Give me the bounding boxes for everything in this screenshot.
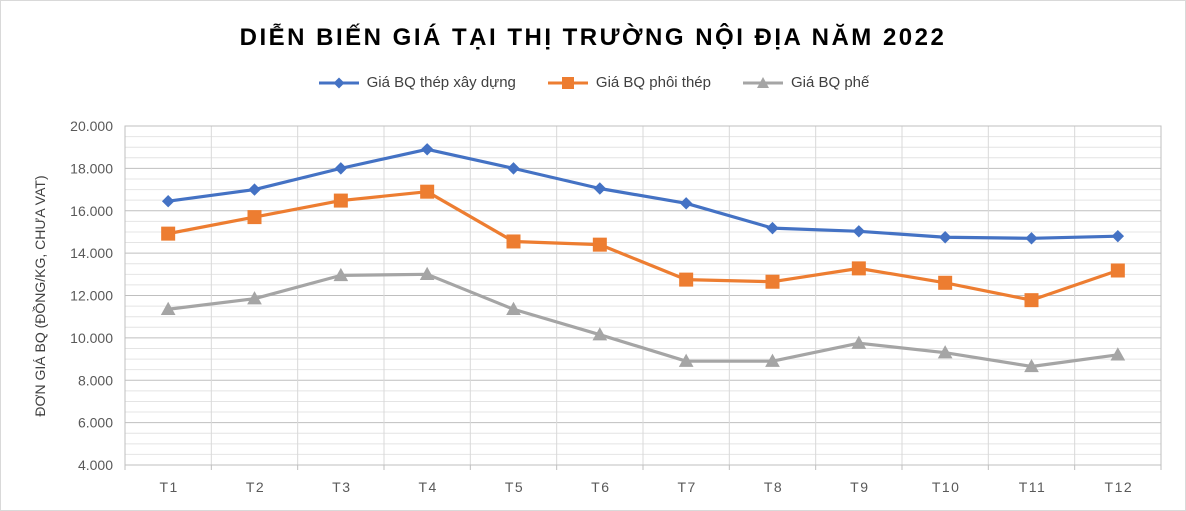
x-tick-label: T6 [591, 479, 610, 495]
data-point-billet [938, 275, 953, 290]
data-point-scrap [419, 266, 435, 281]
data-point-billet [161, 226, 176, 241]
data-point-billet [506, 234, 521, 249]
x-tick-label: T1 [159, 479, 178, 495]
data-point-scrap [160, 301, 176, 315]
data-point-billet [679, 272, 694, 287]
y-tick-label: 8.000 [78, 372, 113, 388]
x-tick-label: T3 [332, 479, 351, 495]
data-point-scrap [851, 335, 867, 349]
x-tick-label: T8 [764, 479, 783, 495]
data-point-steel [420, 143, 434, 156]
data-point-steel [766, 221, 779, 235]
data-point-steel [679, 197, 693, 210]
legend-item-billet: Giá BQ phôi thép [546, 74, 711, 91]
data-point-scrap [1110, 347, 1126, 361]
y-tick-label: 4.000 [78, 457, 113, 473]
x-tick-label: T11 [1019, 479, 1047, 495]
data-point-steel [593, 182, 607, 195]
y-tick-label: 14.000 [70, 245, 113, 261]
legend-swatch-steel [318, 77, 359, 88]
data-point-steel [334, 162, 348, 175]
chart-title: DIỄN BIẾN GIÁ TẠI THỊ TRƯỜNG NỘI ĐỊA NĂM… [239, 24, 947, 51]
data-point-scrap [333, 267, 349, 282]
data-point-billet [247, 210, 262, 225]
data-point-billet [420, 184, 435, 199]
x-tick-label: T12 [1105, 479, 1134, 495]
data-point-scrap [592, 327, 608, 341]
data-point-billet [592, 237, 607, 252]
series-line-scrap [166, 272, 1120, 369]
legend-swatch-billet [547, 76, 588, 89]
y-tick-label: 6.000 [78, 415, 113, 431]
x-tick-label: T5 [505, 479, 524, 495]
data-point-steel [161, 195, 175, 208]
data-point-steel [507, 162, 520, 175]
data-point-billet [1110, 263, 1125, 278]
legend-label: Giá BQ thép xây dựng [366, 74, 516, 91]
data-point-scrap [937, 345, 953, 359]
y-tick-label: 18.000 [70, 160, 113, 176]
data-point-steel [1111, 229, 1125, 243]
y-tick-label: 20.000 [70, 118, 113, 134]
series-line-billet [166, 190, 1120, 302]
x-tick-label: T9 [850, 479, 869, 495]
data-point-steel [938, 231, 952, 244]
y-tick-label: 10.000 [70, 330, 113, 346]
legend-label: Giá BQ phôi thép [595, 74, 711, 91]
data-point-scrap [678, 353, 694, 367]
data-point-steel [248, 183, 261, 196]
data-point-steel [1025, 232, 1038, 245]
data-point-scrap [247, 291, 262, 305]
legend-label: Giá BQ phế [790, 74, 870, 91]
y-tick-label: 12.000 [70, 288, 113, 304]
data-point-billet [333, 193, 348, 208]
legend-item-scrap: Giá BQ phế [741, 74, 869, 91]
legend-swatch-scrap [742, 76, 783, 88]
x-tick-label: T4 [418, 479, 437, 495]
y-tick-label: 16.000 [70, 203, 113, 219]
chart-legend: Giá BQ thép xây dựng Giá BQ phôi thép Giá … [0, 74, 1186, 91]
data-point-billet [765, 274, 780, 289]
x-tick-label: T2 [246, 479, 265, 495]
series-line-steel [166, 147, 1120, 240]
data-point-steel [852, 225, 866, 238]
data-point-billet [1024, 293, 1039, 308]
x-tick-label: T7 [677, 479, 696, 495]
x-tick-label: T10 [932, 479, 961, 495]
data-point-scrap [506, 301, 521, 315]
data-point-scrap [1024, 358, 1039, 373]
data-point-scrap [765, 353, 780, 367]
legend-item-steel: Giá BQ thép xây dựng [317, 74, 516, 91]
data-point-billet [851, 261, 866, 276]
